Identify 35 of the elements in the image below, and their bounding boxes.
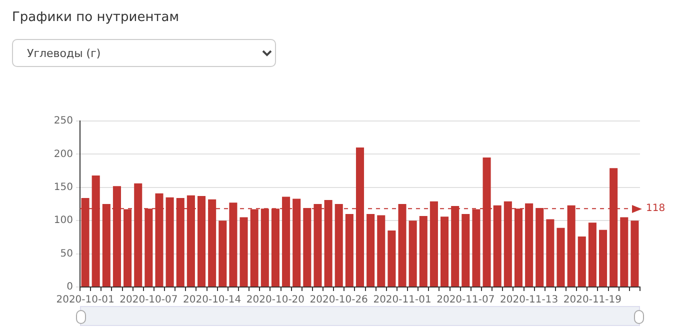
bar — [345, 214, 354, 286]
y-tick-label: 0 — [66, 282, 73, 293]
x-tick-label: 2020-10-07 — [120, 294, 178, 306]
x-tick-label: 2020-11-13 — [500, 294, 558, 306]
bar — [546, 219, 554, 286]
bar — [620, 217, 628, 286]
bar — [377, 215, 386, 286]
bar — [419, 216, 428, 286]
bar — [599, 230, 608, 286]
x-tick-label: 2020-11-01 — [373, 294, 432, 306]
chart-subtitle: Углеводы (г) — [12, 39, 276, 67]
y-tick-label: 150 — [54, 182, 73, 193]
bar — [388, 230, 396, 286]
x-tick-label: 2020-10-01 — [56, 294, 114, 306]
y-tick-label: 50 — [60, 248, 73, 260]
bar — [630, 220, 639, 286]
y-tick-label: 100 — [54, 215, 73, 226]
x-tick-label: 2020-11-19 — [563, 294, 622, 306]
bar — [462, 214, 470, 286]
bar — [408, 220, 417, 286]
bar — [556, 228, 565, 286]
bar — [588, 222, 596, 286]
y-tick-label: 200 — [54, 148, 73, 160]
bar — [578, 236, 586, 286]
bar — [240, 217, 248, 286]
x-tick-label: 2020-10-26 — [310, 294, 368, 306]
x-tick-label: 2020-10-14 — [183, 294, 242, 306]
bar — [366, 214, 375, 286]
x-tick-label: 2020-10-20 — [246, 294, 305, 306]
ref-line-label: 118 — [646, 203, 666, 214]
bar — [440, 216, 449, 286]
chart-title: Графики по нутриентам — [12, 10, 180, 25]
bar — [218, 220, 227, 286]
x-tick-label: 2020-11-07 — [436, 294, 495, 306]
y-tick-label: 250 — [54, 116, 73, 127]
